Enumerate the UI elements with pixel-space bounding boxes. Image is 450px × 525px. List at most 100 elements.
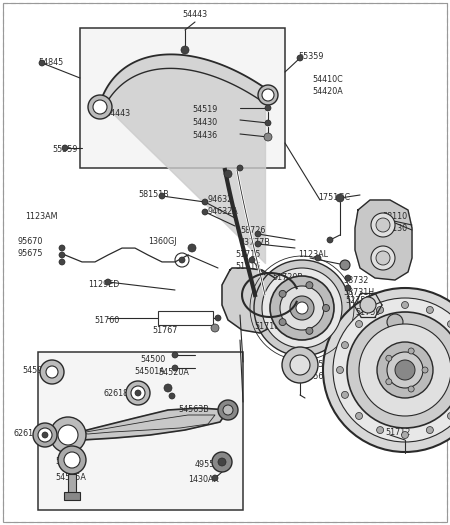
Text: 55359: 55359 (298, 52, 324, 61)
Text: 54585A: 54585A (55, 473, 86, 482)
Text: 1123AL: 1123AL (298, 250, 328, 259)
Circle shape (254, 260, 350, 356)
Text: 51767: 51767 (152, 326, 177, 335)
Circle shape (401, 432, 409, 438)
Circle shape (172, 352, 178, 358)
Text: 43777B: 43777B (240, 238, 271, 247)
Circle shape (323, 304, 329, 311)
Circle shape (255, 241, 261, 247)
Circle shape (212, 475, 218, 481)
Circle shape (360, 297, 376, 313)
Text: 62618: 62618 (14, 429, 39, 438)
Text: 58731H: 58731H (343, 288, 374, 297)
Circle shape (447, 413, 450, 419)
Circle shape (223, 405, 233, 415)
Circle shape (377, 307, 384, 313)
Circle shape (422, 367, 428, 373)
Circle shape (333, 298, 450, 442)
Circle shape (342, 391, 348, 398)
Circle shape (356, 413, 363, 419)
Text: 58110: 58110 (382, 212, 407, 221)
Circle shape (270, 276, 334, 340)
Circle shape (64, 452, 80, 468)
Circle shape (88, 95, 112, 119)
Circle shape (282, 347, 318, 383)
Circle shape (224, 170, 232, 178)
Circle shape (386, 355, 392, 361)
Text: 1360GJ: 1360GJ (148, 237, 176, 246)
Circle shape (33, 423, 57, 447)
Circle shape (265, 105, 271, 111)
Circle shape (215, 315, 221, 321)
Circle shape (255, 231, 261, 237)
Text: 51718: 51718 (254, 322, 279, 331)
Text: 54443: 54443 (182, 10, 207, 19)
Circle shape (306, 282, 313, 289)
Circle shape (202, 209, 208, 215)
Circle shape (290, 355, 310, 375)
Bar (38, 352, 243, 510)
Text: 51755: 51755 (298, 360, 324, 369)
Polygon shape (68, 408, 228, 440)
Circle shape (345, 275, 351, 281)
Text: 54436: 54436 (192, 131, 217, 140)
Circle shape (371, 213, 395, 237)
Text: 58726: 58726 (240, 226, 266, 235)
Circle shape (179, 257, 185, 263)
Bar (80, 28, 285, 168)
Text: 52752: 52752 (345, 296, 371, 305)
Text: 94632A: 94632A (208, 207, 239, 216)
Circle shape (387, 314, 403, 330)
Text: 1129ED: 1129ED (388, 318, 419, 327)
Circle shape (39, 60, 45, 66)
Circle shape (59, 252, 65, 258)
Text: 62618: 62618 (103, 389, 128, 398)
Circle shape (262, 89, 274, 101)
Circle shape (408, 348, 414, 354)
Circle shape (42, 432, 48, 438)
Circle shape (164, 384, 172, 392)
Circle shape (264, 133, 272, 141)
Text: 54501A: 54501A (134, 367, 165, 376)
Circle shape (50, 417, 86, 453)
Circle shape (336, 194, 344, 202)
Text: 54430: 54430 (192, 118, 217, 127)
Circle shape (426, 307, 433, 313)
Circle shape (93, 100, 107, 114)
Circle shape (59, 245, 65, 251)
Circle shape (342, 342, 348, 349)
Text: 54420A: 54420A (312, 87, 343, 96)
Circle shape (38, 428, 52, 442)
Circle shape (262, 268, 342, 348)
Text: 95670: 95670 (18, 237, 43, 246)
Circle shape (218, 400, 238, 420)
Text: 54520A: 54520A (158, 368, 189, 377)
Text: 1751GC: 1751GC (318, 193, 350, 202)
Circle shape (135, 390, 141, 396)
Circle shape (359, 324, 450, 416)
Circle shape (131, 386, 145, 400)
Text: 51720B: 51720B (272, 273, 303, 282)
Polygon shape (355, 200, 412, 280)
Text: 94632: 94632 (208, 195, 233, 204)
Circle shape (40, 360, 64, 384)
Circle shape (290, 296, 314, 320)
Circle shape (202, 199, 208, 205)
Circle shape (126, 381, 150, 405)
Text: 54443: 54443 (105, 109, 130, 118)
Text: 1430AK: 1430AK (188, 475, 219, 484)
Circle shape (426, 426, 433, 434)
Circle shape (386, 379, 392, 385)
Circle shape (279, 290, 286, 297)
Circle shape (297, 55, 303, 61)
Circle shape (188, 244, 196, 252)
Circle shape (377, 426, 384, 434)
Circle shape (211, 324, 219, 332)
Text: 1123SH: 1123SH (160, 313, 189, 322)
Circle shape (169, 393, 175, 399)
Circle shape (58, 446, 86, 474)
Circle shape (408, 386, 414, 392)
Text: 54594A: 54594A (22, 366, 53, 375)
Text: 1129ED: 1129ED (88, 280, 119, 289)
Text: 51716: 51716 (235, 262, 260, 271)
